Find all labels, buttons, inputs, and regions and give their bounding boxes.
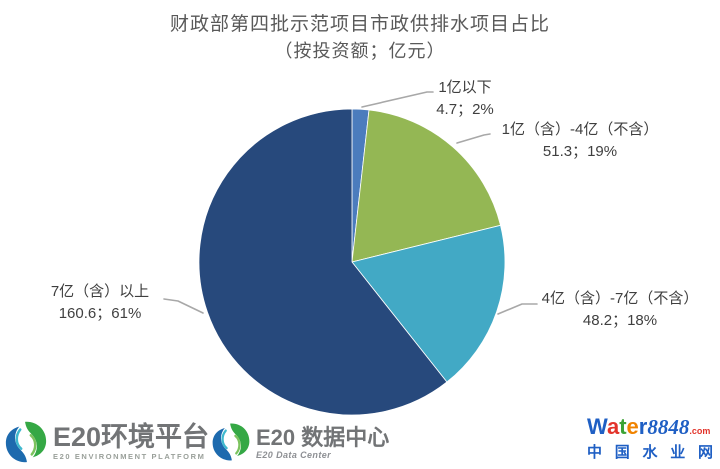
e20-datacenter-name: E20 数据中心 xyxy=(256,424,390,450)
e20-datacenter-subtitle: E20 Data Center xyxy=(256,449,332,460)
water8848-word: Water xyxy=(587,414,647,439)
slice-0-label: 1亿以下 xyxy=(438,79,492,96)
leader-lines xyxy=(163,91,538,315)
callout-slice-0: 1亿以下 4.7；2% xyxy=(400,77,530,121)
slice-1-label: 1亿（含）-4亿（不含） xyxy=(501,121,659,138)
callout-slice-1: 1亿（含）-4亿（不含） 51.3；19% xyxy=(494,119,666,163)
water8848-subtitle-char: 国 xyxy=(614,444,630,461)
water8848-subtitle: 中国水业网 xyxy=(587,443,713,462)
water8848-letter: r xyxy=(638,414,648,439)
water8848-letter: e xyxy=(626,414,639,439)
slice-3-label: 7亿（含）以上 xyxy=(50,283,150,300)
water8848-tld: .com xyxy=(689,426,711,436)
water8848-wordmark: Water8848.com xyxy=(587,415,713,443)
pie-slice-1 xyxy=(351,109,501,263)
leader-line-0 xyxy=(361,91,434,108)
pie-slice-3 xyxy=(198,108,448,416)
water8848-number: 8848 xyxy=(647,415,690,439)
slice-2-label: 4亿（含）-7亿（不含） xyxy=(541,290,699,307)
water8848-letter: W xyxy=(587,414,607,439)
pie-slices xyxy=(198,108,506,416)
water8848-letter: a xyxy=(606,414,620,439)
e20-data-center-logo: E20 数据中心 E20 Data Center xyxy=(210,421,389,463)
water8848-subtitle-char: 业 xyxy=(670,444,686,461)
chart-subtitle: （按投资额；亿元） xyxy=(274,41,446,61)
water8848-subtitle-char: 中 xyxy=(587,444,603,461)
e20-environment-platform-logo: E20环境平台 E20 ENVIRONMENT PLATFORM xyxy=(3,419,209,465)
water8848-subtitle-char: 网 xyxy=(697,444,713,461)
leader-line-1 xyxy=(456,133,491,144)
slice-1-value: 51.3；19% xyxy=(542,143,618,160)
water8848-letter: t xyxy=(619,414,627,439)
leader-line-2 xyxy=(497,303,538,315)
footer-logos: E20环境平台 E20 ENVIRONMENT PLATFORM E20 数据中… xyxy=(0,413,720,469)
water8848-logo: Water8848.com 中国水业网 xyxy=(587,415,713,462)
callout-slice-2: 4亿（含）-7亿（不含） 48.2；18% xyxy=(529,288,711,332)
slice-3-value: 160.6；61% xyxy=(58,305,142,322)
water8848-subtitle-char: 水 xyxy=(642,444,658,461)
e20-platform-name: E20环境平台 xyxy=(53,422,210,452)
callout-slice-3: 7亿（含）以上 160.6；61% xyxy=(25,281,175,325)
pie-slice-2 xyxy=(351,224,506,383)
e20-swirl-icon xyxy=(212,423,250,461)
slice-2-value: 48.2；18% xyxy=(582,312,658,329)
e20-platform-subtitle: E20 ENVIRONMENT PLATFORM xyxy=(53,452,206,461)
e20-swirl-icon xyxy=(5,421,47,463)
chart-title: 财政部第四批示范项目市政供排水项目占比 xyxy=(169,14,550,35)
leader-line-3 xyxy=(163,298,204,314)
slice-0-value: 4.7；2% xyxy=(436,101,494,118)
